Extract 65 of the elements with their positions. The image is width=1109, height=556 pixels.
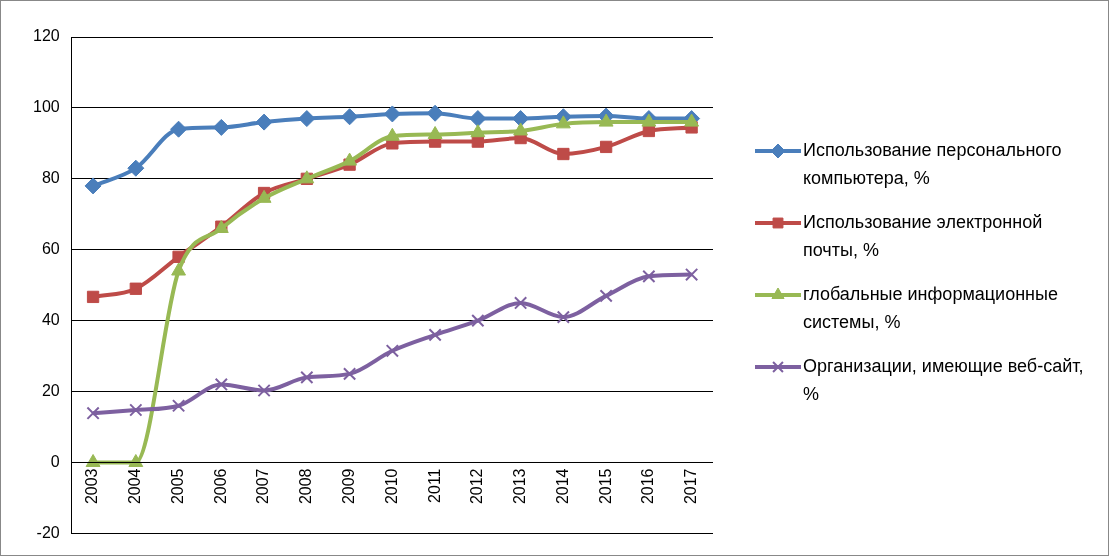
point: [214, 377, 228, 392]
point: [513, 122, 529, 136]
y-tick-label: 120: [32, 27, 60, 45]
point: [599, 140, 613, 154]
x-tick-label: 2009: [340, 468, 357, 505]
point: [384, 127, 400, 141]
point: [170, 120, 188, 138]
y-tick-label: 20: [41, 381, 60, 399]
point: [555, 115, 571, 129]
point: [556, 310, 571, 324]
x-tick-label: 2006: [211, 468, 229, 505]
point: [342, 152, 358, 166]
legend-label: Использование персонального компьютера, %: [803, 139, 1062, 188]
point: [255, 113, 273, 131]
point: [642, 269, 656, 283]
point: [257, 383, 271, 398]
point: [300, 370, 314, 385]
point: [86, 290, 100, 304]
x-tick-label: 2017: [682, 468, 700, 505]
x-tick-label: 2008: [297, 468, 315, 505]
point: [426, 104, 444, 122]
point: [469, 110, 487, 128]
y-tick-label: -20: [36, 523, 60, 541]
point: [470, 124, 486, 138]
point: [598, 113, 614, 127]
legend-label: глобальные информационные системы, %: [803, 283, 1058, 332]
point: [512, 110, 530, 128]
x-tick-label: 2012: [468, 468, 486, 505]
x-tick-label: 2007: [254, 468, 272, 505]
y-tick-label: 0: [50, 452, 60, 470]
point: [342, 367, 357, 381]
point: [341, 108, 359, 126]
x-tick-label: 2013: [511, 468, 529, 505]
point: [557, 147, 570, 161]
point: [129, 282, 142, 295]
x-tick-label: 2016: [639, 468, 657, 505]
x-tick-label: 2014: [553, 468, 571, 505]
y-tick-label: 40: [41, 311, 60, 329]
point: [684, 267, 699, 282]
y-tick-label: 60: [41, 240, 60, 258]
x-tick-label: 2003: [83, 468, 101, 505]
point: [84, 177, 102, 195]
x-tick-label: 2010: [382, 468, 400, 505]
point: [427, 126, 443, 140]
point: [513, 296, 528, 310]
point: [428, 328, 442, 342]
point: [298, 110, 316, 128]
x-tick-label: 2005: [168, 468, 186, 505]
x-tick-label: 2011: [425, 468, 443, 503]
point: [171, 262, 187, 276]
y-tick-label: 100: [32, 98, 60, 116]
point: [127, 159, 145, 177]
x-tick-label: 2015: [596, 468, 614, 505]
legend-label: Организации, имеющие веб-сайт, %: [803, 355, 1084, 404]
legend-label: Использование электронной почты, %: [803, 211, 1043, 260]
point: [171, 399, 186, 413]
point: [385, 344, 400, 358]
y-tick-label: 80: [41, 169, 60, 187]
point: [212, 118, 230, 136]
point: [383, 105, 401, 123]
point: [86, 406, 100, 420]
point: [471, 314, 485, 328]
x-tick-label: 2004: [126, 468, 144, 505]
point: [599, 289, 613, 303]
point: [129, 403, 143, 417]
